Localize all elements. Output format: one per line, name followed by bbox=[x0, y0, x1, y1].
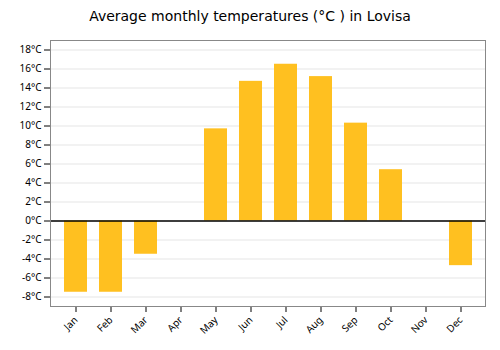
svg-text:-6°C: -6°C bbox=[22, 270, 42, 284]
svg-text:-4°C: -4°C bbox=[22, 251, 42, 265]
svg-text:Jul: Jul bbox=[272, 313, 291, 332]
svg-text:Oct: Oct bbox=[374, 313, 396, 335]
svg-text:18°C: 18°C bbox=[19, 42, 42, 56]
svg-text:Jun: Jun bbox=[234, 313, 255, 334]
svg-text:0°C: 0°C bbox=[25, 213, 42, 227]
svg-text:Aug: Aug bbox=[302, 313, 325, 336]
svg-text:Sep: Sep bbox=[338, 313, 360, 335]
svg-text:Nov: Nov bbox=[407, 312, 431, 336]
svg-text:Mar: Mar bbox=[127, 313, 150, 336]
svg-text:Feb: Feb bbox=[93, 313, 115, 335]
svg-text:May: May bbox=[196, 312, 221, 337]
svg-text:-8°C: -8°C bbox=[22, 289, 42, 303]
svg-text:12°C: 12°C bbox=[19, 99, 42, 113]
svg-text:2°C: 2°C bbox=[25, 194, 42, 208]
svg-text:6°C: 6°C bbox=[25, 156, 42, 170]
svg-text:Apr: Apr bbox=[164, 313, 186, 335]
svg-text:-2°C: -2°C bbox=[22, 232, 42, 246]
svg-text:8°C: 8°C bbox=[25, 137, 42, 151]
svg-text:Jan: Jan bbox=[60, 313, 81, 334]
svg-text:10°C: 10°C bbox=[19, 118, 42, 132]
svg-text:14°C: 14°C bbox=[19, 80, 42, 94]
svg-text:4°C: 4°C bbox=[25, 175, 42, 189]
svg-text:16°C: 16°C bbox=[19, 61, 42, 75]
svg-text:Dec: Dec bbox=[443, 313, 466, 336]
html-text:Average monthly temperatures (: Average monthly temperatures (°C ) in Lo… bbox=[89, 8, 411, 24]
